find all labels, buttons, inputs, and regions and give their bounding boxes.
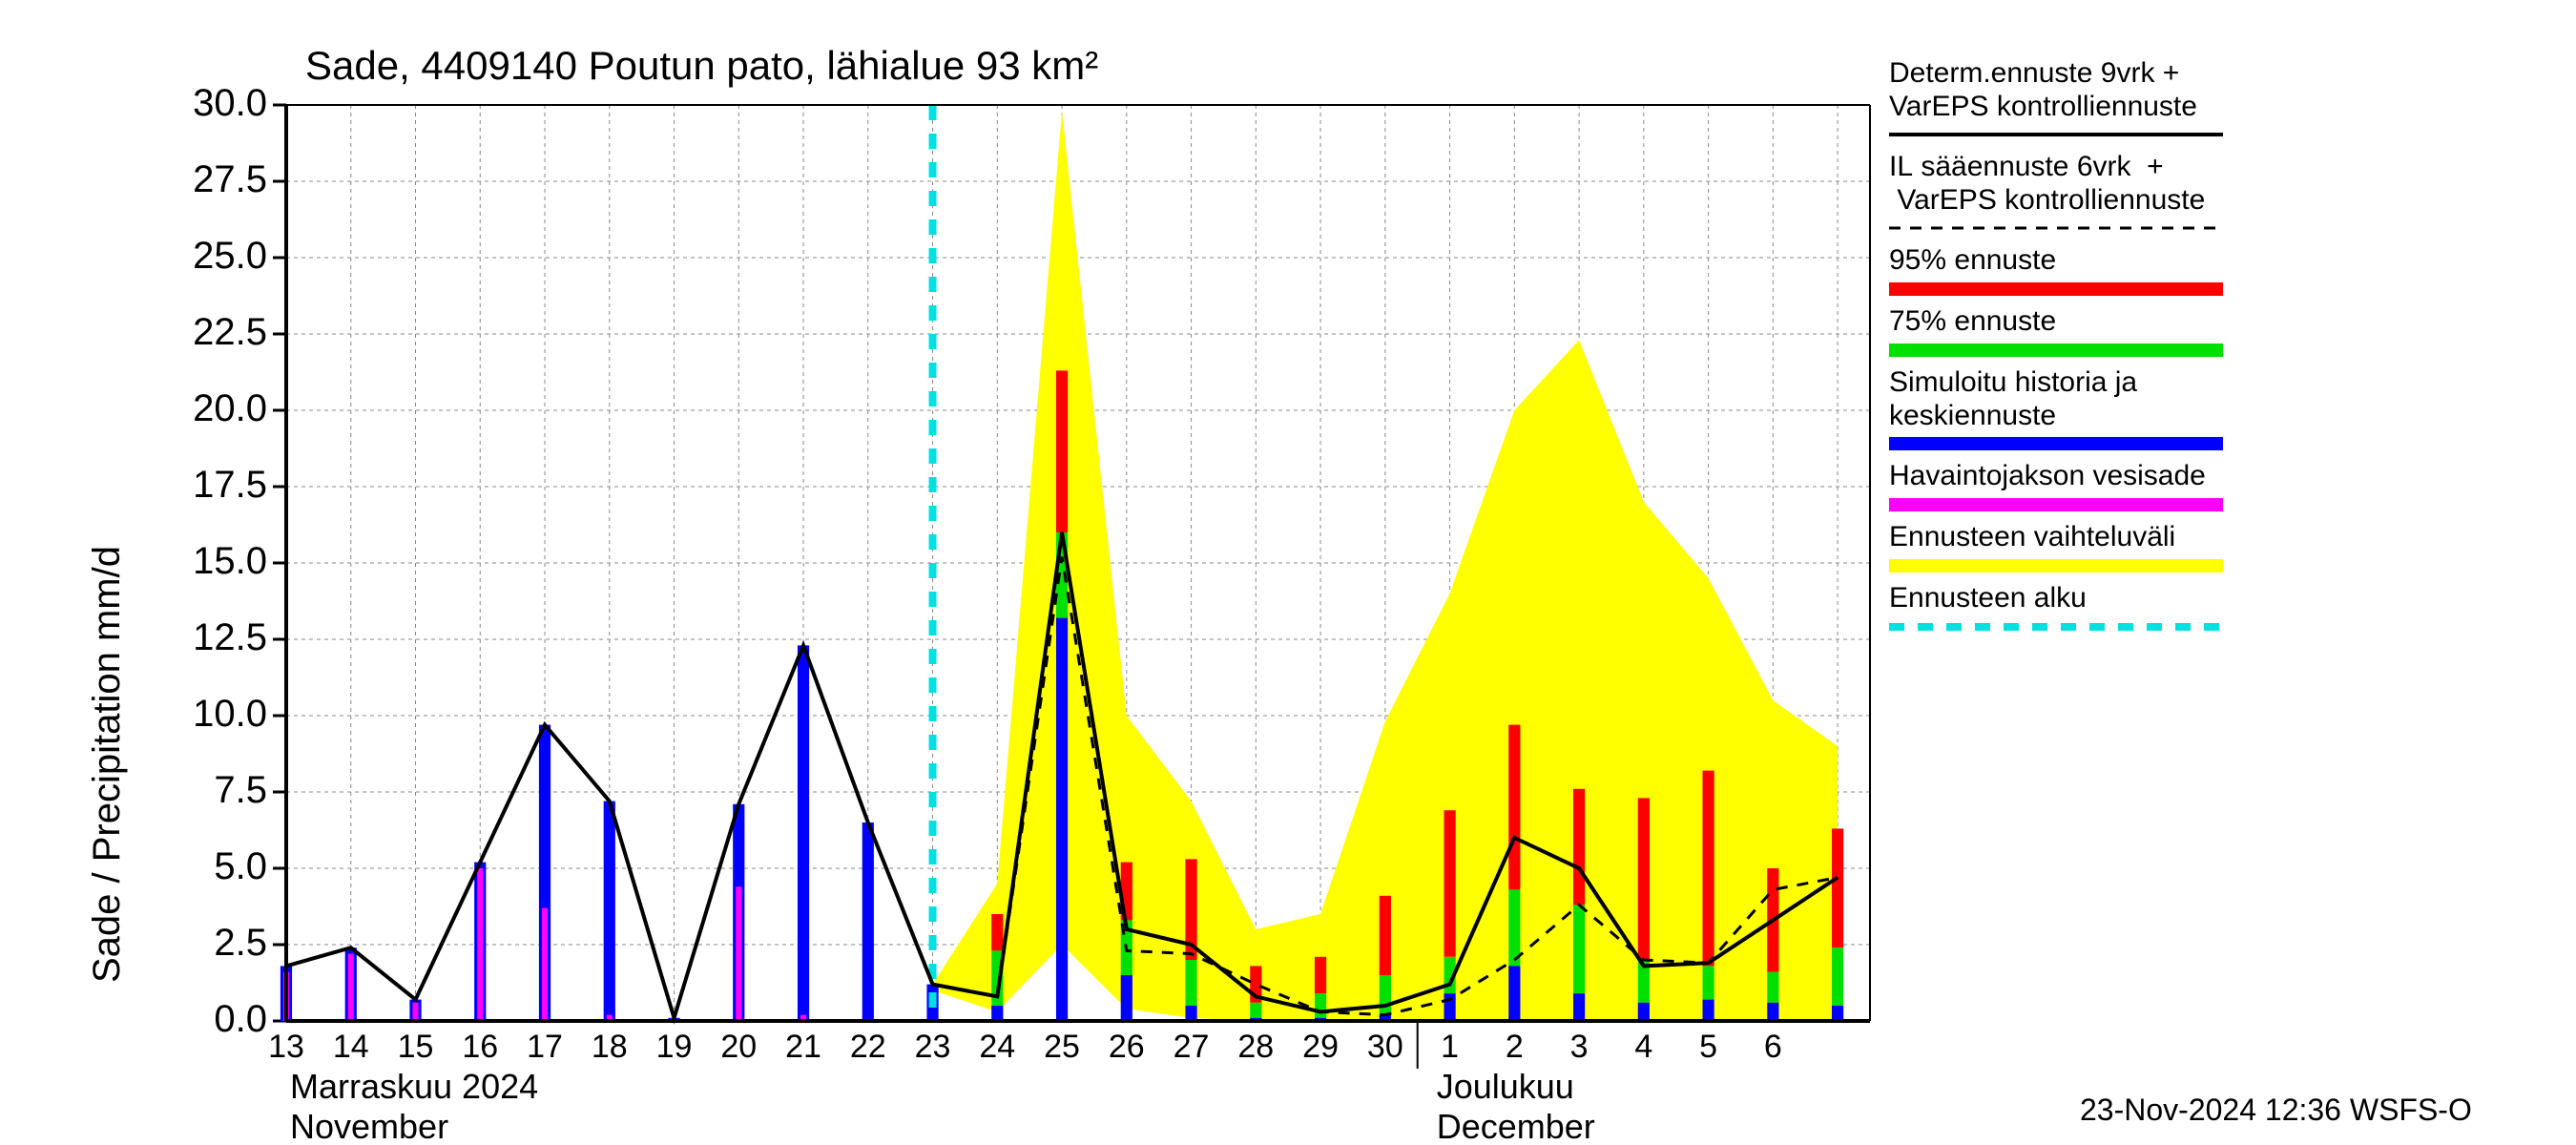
x-tick: 19 [646, 1029, 703, 1066]
x-tick: 27 [1163, 1029, 1220, 1066]
x-tick: 6 [1744, 1029, 1801, 1066]
month-left-en: November [290, 1107, 448, 1145]
y-tick: 22.5 [153, 311, 267, 354]
precipitation-chart: Sade, 4409140 Poutun pato, lähialue 93 k… [0, 0, 2576, 1145]
x-tick: 22 [840, 1029, 897, 1066]
x-tick: 30 [1357, 1029, 1414, 1066]
legend-swatch [1889, 281, 2233, 300]
x-tick: 3 [1550, 1029, 1608, 1066]
legend-swatch [1889, 618, 2233, 637]
x-tick: 21 [775, 1029, 832, 1066]
y-tick: 2.5 [153, 922, 267, 965]
y-tick: 27.5 [153, 158, 267, 201]
legend-swatch [1889, 219, 2233, 239]
y-tick: 12.5 [153, 616, 267, 659]
x-tick: 18 [581, 1029, 638, 1066]
x-tick: 20 [710, 1029, 767, 1066]
legend-label: Simuloitu historia jakeskiennuste [1889, 366, 2137, 432]
y-tick: 7.5 [153, 769, 267, 812]
month-right-fi: Joulukuu [1437, 1067, 1574, 1107]
y-tick: 17.5 [153, 464, 267, 507]
y-axis-label: Sade / Precipitation mm/d [86, 546, 129, 983]
x-tick: 23 [904, 1029, 962, 1066]
x-tick: 13 [258, 1029, 315, 1066]
y-tick: 20.0 [153, 387, 267, 430]
legend-label: IL sääennuste 6vrk + VarEPS kontrollienn… [1889, 151, 2205, 217]
y-tick: 5.0 [153, 845, 267, 888]
x-tick: 2 [1485, 1029, 1543, 1066]
month-left-fi: Marraskuu 2024 [290, 1067, 538, 1107]
legend-label: Ennusteen vaihteluväli [1889, 521, 2175, 554]
chart-title: Sade, 4409140 Poutun pato, lähialue 93 k… [305, 43, 1098, 89]
x-tick: 29 [1292, 1029, 1349, 1066]
legend-label: Determ.ennuste 9vrk +VarEPS kontrollienn… [1889, 57, 2197, 123]
x-tick: 28 [1227, 1029, 1284, 1066]
x-tick: 25 [1033, 1029, 1091, 1066]
x-tick: 16 [451, 1029, 509, 1066]
legend-label: 75% ennuste [1889, 305, 2056, 339]
x-tick: 17 [516, 1029, 573, 1066]
y-tick: 0.0 [153, 998, 267, 1041]
x-tick: 24 [968, 1029, 1026, 1066]
legend-label: Ennusteen alku [1889, 582, 2087, 615]
x-tick: 14 [322, 1029, 380, 1066]
legend-swatch [1889, 557, 2233, 576]
x-tick: 26 [1098, 1029, 1155, 1066]
chart-footer: 23-Nov-2024 12:36 WSFS-O [2080, 1093, 2472, 1128]
x-tick: 4 [1615, 1029, 1672, 1066]
y-tick: 10.0 [153, 693, 267, 736]
x-tick: 5 [1680, 1029, 1737, 1066]
y-tick: 15.0 [153, 540, 267, 583]
legend-label: 95% ennuste [1889, 244, 2056, 278]
legend-swatch [1889, 435, 2233, 454]
legend-swatch [1889, 496, 2233, 515]
y-tick: 30.0 [153, 82, 267, 125]
x-tick: 15 [387, 1029, 445, 1066]
x-tick: 1 [1422, 1029, 1479, 1066]
month-right-en: December [1437, 1107, 1595, 1145]
legend-swatch [1889, 342, 2233, 361]
legend-label: Havaintojakson vesisade [1889, 460, 2206, 493]
legend-swatch [1889, 126, 2233, 145]
y-tick: 25.0 [153, 235, 267, 278]
